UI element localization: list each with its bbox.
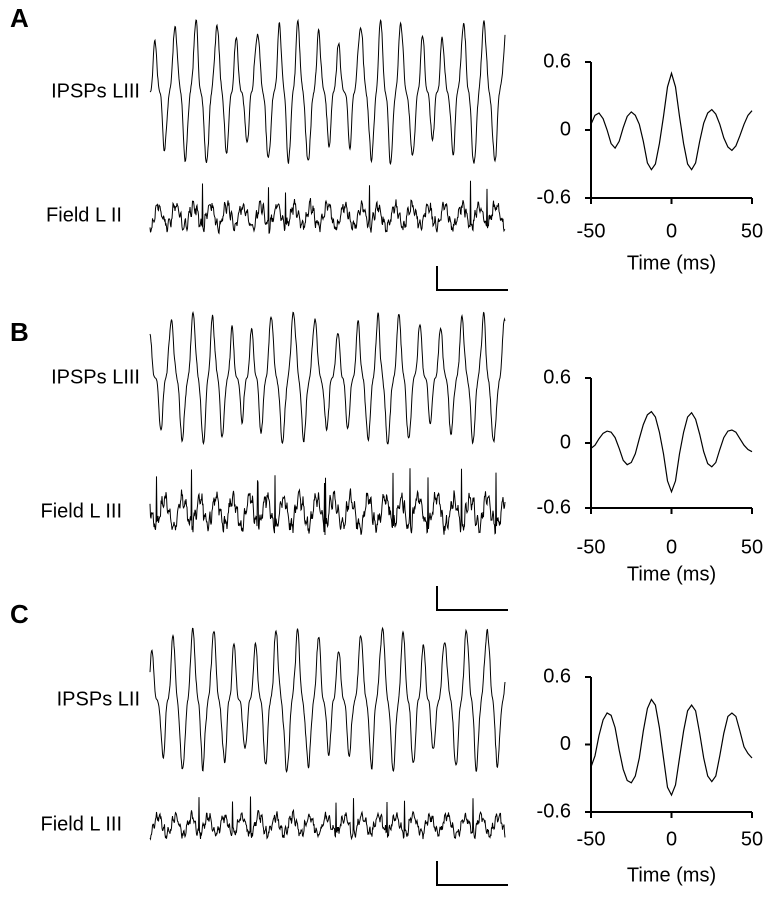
x-tick-label: 0 xyxy=(666,828,677,850)
y-tick-label: 0.6 xyxy=(543,50,571,72)
trace xyxy=(149,796,506,841)
scale-bar xyxy=(436,586,508,611)
y-tick-label: -0.6 xyxy=(537,496,571,518)
y-tick-label: 0 xyxy=(560,431,571,453)
trace-label: Field L III xyxy=(40,813,122,835)
panel-label: A xyxy=(10,3,29,33)
trace-label: IPSPs LIII xyxy=(51,80,140,102)
x-tick-label: 50 xyxy=(741,220,763,242)
panel-label: B xyxy=(10,317,29,347)
correlation-line xyxy=(590,698,753,797)
x-tick-label: 0 xyxy=(666,220,677,242)
scale-bar xyxy=(436,861,508,886)
trace xyxy=(149,626,506,773)
trace-label: IPSPs LII xyxy=(57,688,140,710)
x-axis-label: Time (ms) xyxy=(627,563,716,585)
trace-label: Field L II xyxy=(46,204,122,226)
y-tick-label: 0.6 xyxy=(543,665,571,687)
x-tick-label: -50 xyxy=(577,536,606,558)
y-tick-label: 0.6 xyxy=(543,366,571,388)
x-tick-label: -50 xyxy=(577,828,606,850)
x-tick-label: -50 xyxy=(577,220,606,242)
x-tick-label: 0 xyxy=(666,536,677,558)
correlation-line xyxy=(590,410,753,494)
panel-label: C xyxy=(10,599,29,629)
correlation-line xyxy=(590,71,753,171)
scale-bar xyxy=(436,266,508,291)
trace-label: Field L III xyxy=(40,500,122,522)
x-tick-label: 50 xyxy=(741,536,763,558)
x-axis-label: Time (ms) xyxy=(627,864,716,886)
trace xyxy=(149,18,506,166)
trace xyxy=(149,468,506,536)
trace-label: IPSPs LIII xyxy=(51,366,140,388)
trace xyxy=(149,180,506,235)
y-tick-label: -0.6 xyxy=(537,186,571,208)
y-tick-label: -0.6 xyxy=(537,800,571,822)
y-tick-label: 0 xyxy=(560,733,571,755)
x-tick-label: 50 xyxy=(741,828,763,850)
trace xyxy=(149,310,506,446)
y-tick-label: 0 xyxy=(560,118,571,140)
x-axis-label: Time (ms) xyxy=(627,252,716,274)
